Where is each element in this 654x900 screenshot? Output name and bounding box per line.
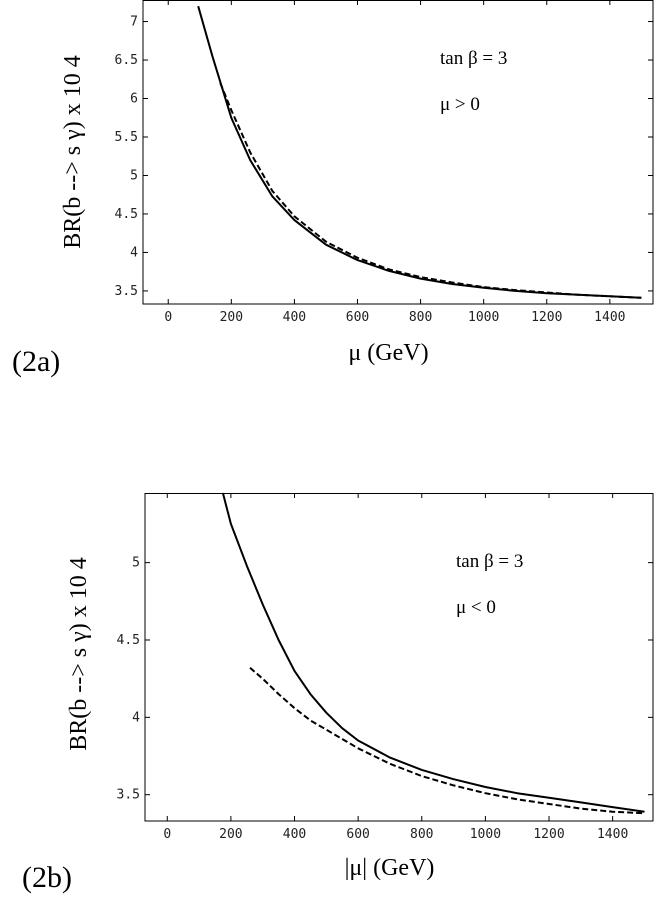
x-tick-label: 1200 xyxy=(533,827,564,842)
x-tick-label: 200 xyxy=(220,310,243,325)
y-axis-label: BR(b --> s γ) x 10 4 xyxy=(66,557,92,750)
annotation-text: tan β = 3 xyxy=(440,48,507,69)
y-axis-label: BR(b --> s γ) x 10 4 xyxy=(60,55,86,248)
x-tick-label: 400 xyxy=(283,310,306,325)
y-tick-label: 4.5 xyxy=(115,207,138,222)
x-tick-label: 600 xyxy=(346,310,369,325)
panel-label: (2b) xyxy=(22,861,72,894)
panel-label: (2a) xyxy=(12,345,60,378)
x-tick-label: 200 xyxy=(219,827,242,842)
y-tick-label: 4.5 xyxy=(117,633,140,648)
x-tick-label: 1400 xyxy=(594,310,625,325)
y-tick-label: 6.5 xyxy=(115,53,138,68)
x-tick-label: 1000 xyxy=(470,827,501,842)
dashed-series-line xyxy=(219,82,642,299)
panel-2b: 0 200 400 600 800 1000 1200 1400 3.5 4 4.5 5 BR(b --… xyxy=(22,492,654,894)
x-tick-label: 0 xyxy=(164,310,172,325)
x-tick-label: 400 xyxy=(283,827,306,842)
x-tick-label: 0 xyxy=(163,827,171,842)
solid-series-line xyxy=(197,5,642,299)
y-tick-label: 4 xyxy=(132,710,140,725)
x-axis-label: |μ| (GeV) xyxy=(345,855,435,881)
y-tick-label: 3.5 xyxy=(115,284,138,299)
dashed-series-line xyxy=(249,667,645,815)
y-tick-label: 3.5 xyxy=(117,788,140,803)
annotation-text: tan β = 3 xyxy=(456,551,523,572)
y-tick-label: 7 xyxy=(130,15,138,30)
x-axis-label: μ (GeV) xyxy=(348,340,428,366)
x-tick-label: 1200 xyxy=(531,310,562,325)
x-tick-label: 800 xyxy=(409,310,432,325)
y-tick-label: 6 xyxy=(130,92,138,107)
annotation-text: μ < 0 xyxy=(456,597,496,618)
x-tick-label: 600 xyxy=(346,827,369,842)
x-tick-label: 1000 xyxy=(468,310,499,325)
y-tick-label: 4 xyxy=(130,245,138,260)
y-tick-label: 5 xyxy=(130,168,138,183)
plot-frame xyxy=(144,493,654,822)
solid-series-line xyxy=(221,492,645,813)
annotation-text: μ > 0 xyxy=(440,94,480,115)
y-tick-label: 5 xyxy=(132,556,140,571)
y-tick-label: 5.5 xyxy=(115,130,138,145)
panel-2a: 0 200 400 600 800 1000 1200 1400 3.5 4 4.5 5 5.5 6 6.5… xyxy=(12,0,654,378)
x-tick-label: 800 xyxy=(410,827,433,842)
plot-frame xyxy=(142,0,654,305)
x-tick-label: 1400 xyxy=(597,827,628,842)
